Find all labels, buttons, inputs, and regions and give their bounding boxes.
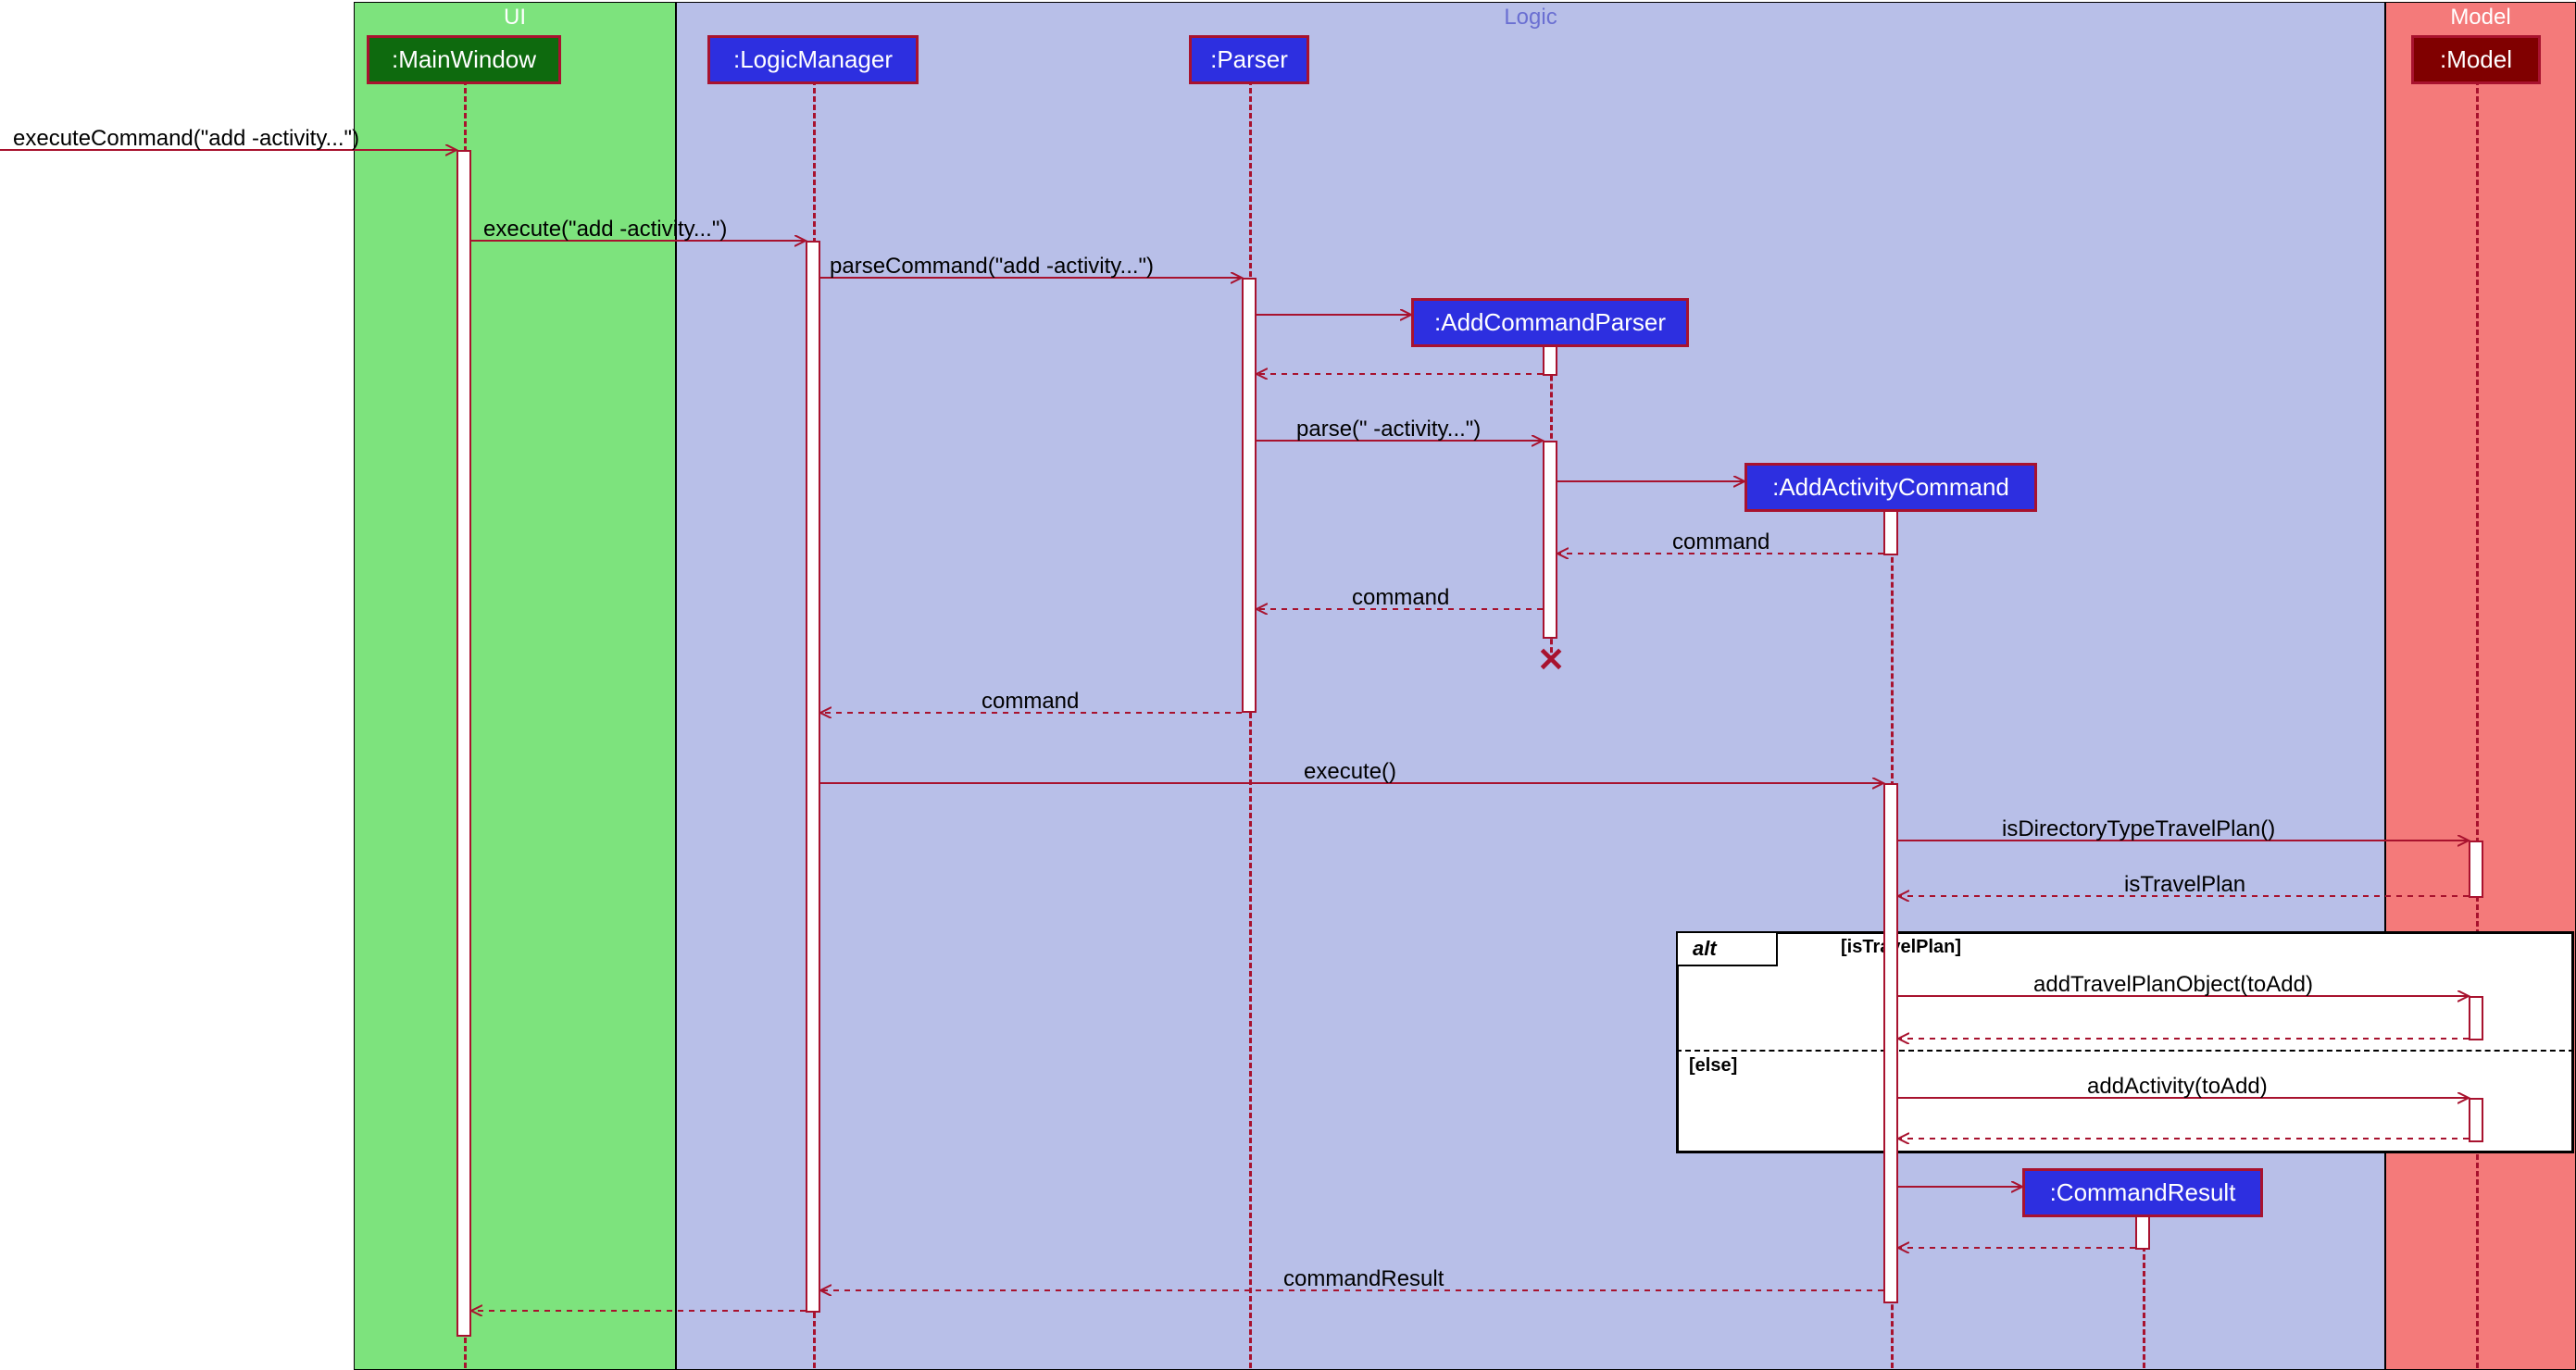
region-logic-title: Logic: [1493, 1, 1568, 34]
msg-command-1: command: [1672, 529, 1769, 555]
msg-isTravelPlan: isTravelPlan: [2124, 872, 2245, 898]
region-model: Model: [2385, 2, 2576, 1370]
region-ui-title: UI: [493, 1, 537, 34]
participant-logicmanager: :LogicManager: [707, 35, 919, 84]
msg-command-3: command: [982, 689, 1079, 715]
activation-model-2: [2469, 996, 2483, 1040]
activation-addactivitycommand-2: [1883, 783, 1898, 1303]
region-logic: Logic: [676, 2, 2385, 1370]
activation-mainwindow: [456, 150, 471, 1337]
destroy-addcommandparser: ✕: [1537, 641, 1565, 679]
msg-isDirectoryTypeTravelPlan: isDirectoryTypeTravelPlan(): [2002, 816, 2275, 842]
activation-model-3: [2469, 1098, 2483, 1142]
msg-executeCommand: executeCommand("add -activity..."): [13, 126, 359, 152]
msg-execute2: execute(): [1304, 759, 1396, 785]
activation-commandresult: [2135, 1213, 2150, 1250]
participant-parser: :Parser: [1189, 35, 1309, 84]
msg-addActivity: addActivity(toAdd): [2087, 1074, 2268, 1100]
msg-execute: execute("add -activity..."): [483, 217, 727, 243]
alt-label: alt: [1676, 931, 1778, 966]
activation-logicmanager: [806, 241, 820, 1313]
activation-addcommandparser-2: [1543, 441, 1557, 639]
activation-addactivitycommand-1: [1883, 507, 1898, 555]
participant-mainwindow: :MainWindow: [367, 35, 561, 84]
msg-commandResult: commandResult: [1283, 1266, 1444, 1292]
msg-parse: parse(" -activity..."): [1296, 417, 1481, 442]
participant-commandresult: :CommandResult: [2022, 1168, 2263, 1217]
msg-addTravelPlanObject: addTravelPlanObject(toAdd): [2033, 972, 2313, 998]
msg-parseCommand: parseCommand("add -activity..."): [830, 254, 1154, 280]
region-model-title: Model: [2439, 1, 2521, 34]
lifeline-model: [2476, 80, 2479, 1368]
participant-addcommandparser: :AddCommandParser: [1411, 298, 1689, 347]
lifeline-parser: [1249, 80, 1252, 1368]
activation-addcommandparser-1: [1543, 342, 1557, 376]
activation-model-1: [2469, 841, 2483, 898]
activation-parser: [1242, 278, 1257, 713]
alt-frame: [1676, 931, 2574, 1153]
sequence-diagram: UI Logic Model alt [isTravelPlan] [else]…: [0, 0, 2576, 1368]
region-ui: UI: [354, 2, 676, 1370]
participant-addactivitycommand: :AddActivityCommand: [1744, 463, 2037, 512]
participant-model: :Model: [2411, 35, 2541, 84]
alt-cond-0: [isTravelPlan]: [1841, 937, 1961, 958]
alt-divider: [1676, 1050, 2574, 1052]
alt-cond-1: [else]: [1689, 1055, 1737, 1077]
msg-command-2: command: [1352, 585, 1449, 611]
